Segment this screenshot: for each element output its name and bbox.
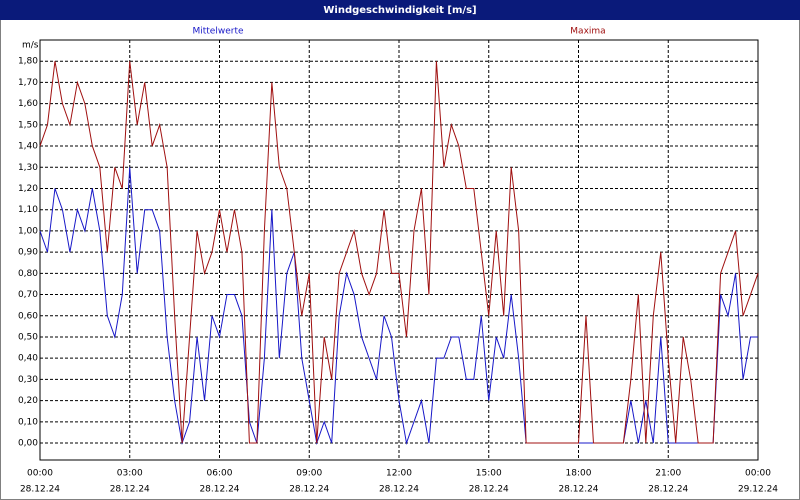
x-tick-label: 00:00	[745, 469, 771, 479]
x-tick-label: 06:00	[207, 469, 233, 479]
x-tick-date: 28.12.24	[199, 485, 239, 495]
x-tick-label: 18:00	[566, 469, 592, 479]
x-tick-date: 28.12.24	[469, 485, 509, 495]
y-tick-label: 0,50	[18, 332, 38, 342]
x-tick-date: 28.12.24	[20, 485, 60, 495]
x-tick-label: 21:00	[655, 469, 681, 479]
x-tick-date: 29.12.24	[738, 485, 778, 495]
y-tick-label: 0,70	[18, 290, 38, 300]
x-tick-date: 28.12.24	[379, 485, 419, 495]
series-line	[39, 167, 758, 445]
x-tick-label: 15:00	[476, 469, 502, 479]
series-line	[39, 61, 759, 444]
x-tick-label: 03:00	[117, 469, 143, 479]
y-tick-label: 0,10	[18, 417, 38, 427]
x-tick-date: 28.12.24	[110, 485, 150, 495]
y-tick-label: 0,60	[18, 311, 38, 321]
legend-entry: Maxima	[570, 27, 605, 37]
y-tick-label: 1,70	[18, 78, 38, 88]
y-tick-label: 0,30	[18, 375, 38, 385]
y-tick-label: 1,10	[18, 205, 38, 215]
chart-title: Windgeschwindigkeit [m/s]	[323, 5, 476, 16]
y-tick-label: 1,40	[18, 142, 38, 152]
y-axis-label: m/s	[22, 41, 39, 51]
title-bar	[0, 0, 800, 20]
y-tick-label: 0,00	[18, 439, 38, 449]
x-tick-label: 12:00	[386, 469, 412, 479]
y-tick-label: 1,60	[18, 99, 38, 109]
y-tick-label: 0,80	[18, 269, 38, 279]
y-tick-label: 1,80	[18, 57, 38, 67]
y-tick-label: 0,40	[18, 354, 38, 364]
y-tick-label: 1,30	[18, 163, 38, 173]
y-tick-label: 1,50	[18, 120, 38, 130]
x-tick-label: 00:00	[27, 469, 53, 479]
y-tick-label: 0,20	[18, 396, 38, 406]
x-tick-date: 28.12.24	[558, 485, 598, 495]
x-tick-date: 28.12.24	[648, 485, 688, 495]
y-tick-label: 0,90	[18, 248, 38, 258]
legend-entry: Mittelwerte	[192, 27, 243, 37]
y-tick-label: 1,00	[18, 226, 38, 236]
y-tick-label: 1,20	[18, 184, 38, 194]
x-tick-label: 09:00	[296, 469, 322, 479]
x-tick-date: 28.12.24	[289, 485, 329, 495]
